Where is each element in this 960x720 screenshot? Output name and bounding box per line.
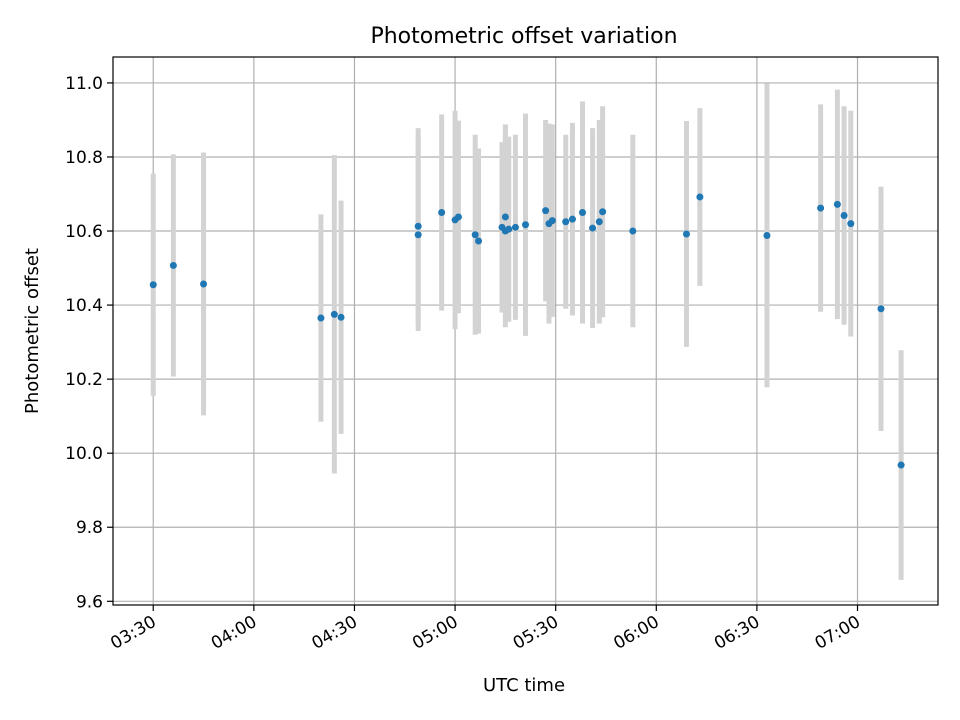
data-point [548,217,556,225]
y-tick-label: 10.4 [65,296,103,316]
data-point [629,227,637,235]
plot-area-frame [112,56,939,606]
data-point [877,305,885,313]
data-point [589,224,597,232]
data-point [817,204,825,212]
data-point [522,221,529,229]
data-point [682,230,690,238]
data-point [511,223,519,231]
y-tick-label: 11.0 [65,74,103,94]
data-point [505,225,513,233]
chart-title: Photometric offset variation [370,24,677,49]
y-tick-label: 10.2 [65,370,103,390]
data-point [542,207,550,215]
data-point [840,211,848,219]
data-point [833,200,841,208]
data-point [847,220,855,228]
data-point [501,213,509,221]
data-point [317,314,325,322]
data-point [763,231,771,239]
y-axis-label: Photometric offset [22,248,43,414]
data-point [595,218,603,226]
data-point [568,215,576,223]
y-tick-label: 9.6 [76,592,103,612]
y-tick-label: 9.8 [76,518,103,538]
data-point [169,261,177,269]
data-point [414,231,422,239]
data-points [149,193,905,469]
data-point [454,213,462,221]
y-tick-label: 10.0 [65,444,103,464]
data-point [471,231,479,239]
data-point [562,218,570,226]
data-point [475,237,483,245]
data-point [330,310,338,318]
data-point [438,209,446,217]
x-axis-label: UTC time [483,675,565,696]
data-point [599,208,607,216]
data-point [337,313,345,321]
data-point [414,222,422,230]
data-point [579,209,587,217]
data-point [696,193,704,201]
data-point [200,280,208,288]
data-point [149,281,157,289]
y-tick-label: 10.6 [65,222,103,242]
y-tick-label: 10.8 [65,148,103,168]
data-point [897,461,905,469]
